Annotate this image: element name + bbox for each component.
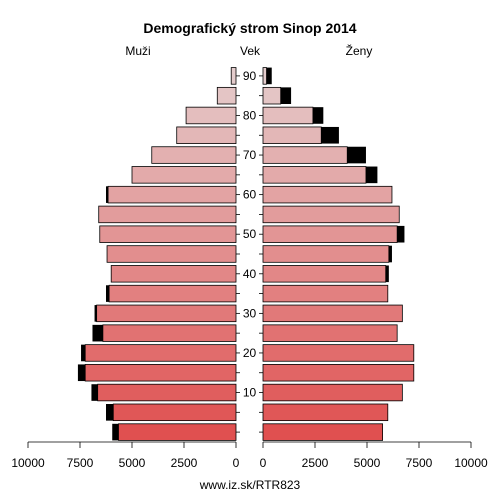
- x-tick-label-men: 0: [233, 456, 240, 470]
- bar-women-excess-75-79: [321, 126, 339, 144]
- bar-women-90+: [262, 67, 267, 85]
- bar-men-excess-60-64: [106, 186, 109, 203]
- x-tick-label-women: 7500: [406, 456, 433, 470]
- age-tick-label: 20: [243, 346, 257, 360]
- bar-men-35-39: [108, 284, 237, 303]
- men-bars: [77, 67, 237, 441]
- bar-men-60-64: [107, 185, 237, 204]
- bar-men-90+: [230, 67, 237, 85]
- bar-men-80-84: [185, 106, 237, 125]
- age-tick-label: 90: [243, 69, 257, 83]
- bar-men-10-14: [97, 383, 237, 402]
- chart-title: Demografický strom Sinop 2014: [143, 20, 356, 36]
- age-tick-label: 60: [243, 188, 257, 202]
- bar-women-70-74: [262, 146, 348, 164]
- bar-men-excess-25-29: [92, 324, 103, 342]
- age-tick-label: 80: [243, 108, 257, 122]
- age-tick-label: 10: [243, 386, 257, 400]
- bar-women-25-29: [262, 324, 398, 342]
- bar-men-30-34: [96, 304, 237, 323]
- bar-women-55-59: [262, 205, 400, 224]
- bar-women-5-9: [262, 403, 389, 422]
- bar-women-excess-65-69: [365, 166, 378, 184]
- footer-source: www.iz.sk/RTR823: [199, 478, 301, 492]
- bar-women-excess-40-44: [385, 265, 389, 283]
- bar-women-excess-85-89: [280, 87, 292, 104]
- bar-women-75-79: [262, 126, 322, 144]
- bar-men-excess-30-34: [94, 305, 97, 322]
- bar-men-40-44: [110, 265, 237, 283]
- bar-women-20-24: [262, 344, 415, 362]
- age-tick-label: 30: [243, 306, 257, 320]
- bar-women-50-54: [262, 225, 398, 243]
- label-age: Vek: [240, 44, 261, 58]
- x-tick-label-men: 10000: [11, 456, 45, 470]
- x-tick-label-women: 10000: [454, 456, 488, 470]
- bar-women-10-14: [262, 383, 403, 402]
- x-tick-label-men: 7500: [67, 456, 94, 470]
- x-axis-women: 0 2500 5000 7500 10000: [260, 441, 488, 470]
- x-tick-label-men: 5000: [119, 456, 146, 470]
- bar-men-75-79: [176, 126, 237, 144]
- bar-men-excess-35-39: [106, 285, 110, 302]
- x-tick-label-women: 0: [260, 456, 267, 470]
- bar-men-5-9: [112, 403, 237, 422]
- bar-women-80-84: [262, 106, 314, 125]
- bar-women-35-39: [262, 284, 389, 303]
- age-axis: 10 20 30 40 50 60 70 80 90: [236, 69, 263, 433]
- age-tick-label: 50: [243, 227, 257, 241]
- bar-men-65-69: [131, 166, 237, 184]
- label-women: Ženy: [346, 43, 373, 58]
- bar-women-excess-80-84: [312, 107, 324, 124]
- bar-women-excess-70-74: [347, 146, 366, 164]
- bar-women-excess-50-54: [397, 225, 405, 243]
- bar-men-70-74: [151, 146, 237, 164]
- bar-women-60-64: [262, 185, 393, 204]
- bar-men-excess-15-19: [77, 364, 86, 382]
- bar-men-excess-10-14: [91, 384, 98, 401]
- bar-women-45-49: [262, 245, 390, 263]
- age-tick-label: 70: [243, 148, 257, 162]
- women-bars: [262, 67, 415, 441]
- bar-men-0-4: [118, 423, 237, 441]
- bar-women-40-44: [262, 265, 387, 283]
- bar-men-45-49: [106, 245, 237, 263]
- bar-women-0-4: [262, 423, 383, 441]
- bar-women-85-89: [262, 86, 282, 105]
- bar-men-excess-5-9: [106, 404, 114, 421]
- x-tick-label-men: 2500: [171, 456, 198, 470]
- bar-women-30-34: [262, 304, 403, 323]
- bar-men-20-24: [84, 344, 237, 362]
- bar-men-85-89: [216, 86, 237, 105]
- bar-men-50-54: [99, 225, 237, 243]
- x-tick-label-women: 2500: [302, 456, 329, 470]
- label-men: Muži: [125, 44, 150, 58]
- bar-men-excess-0-4: [112, 423, 119, 441]
- age-tick-label: 40: [243, 267, 257, 281]
- bar-women-65-69: [262, 166, 367, 184]
- bar-women-excess-45-49: [388, 245, 392, 263]
- bar-women-15-19: [262, 364, 415, 382]
- x-tick-label-women: 5000: [354, 456, 381, 470]
- bar-men-55-59: [98, 205, 237, 224]
- bar-men-excess-20-24: [81, 344, 86, 362]
- bar-women-excess-90+: [266, 67, 272, 85]
- bar-men-15-19: [84, 364, 237, 382]
- x-axis-men: 10000 7500 5000 2500 0: [11, 441, 240, 470]
- bar-men-25-29: [102, 324, 237, 342]
